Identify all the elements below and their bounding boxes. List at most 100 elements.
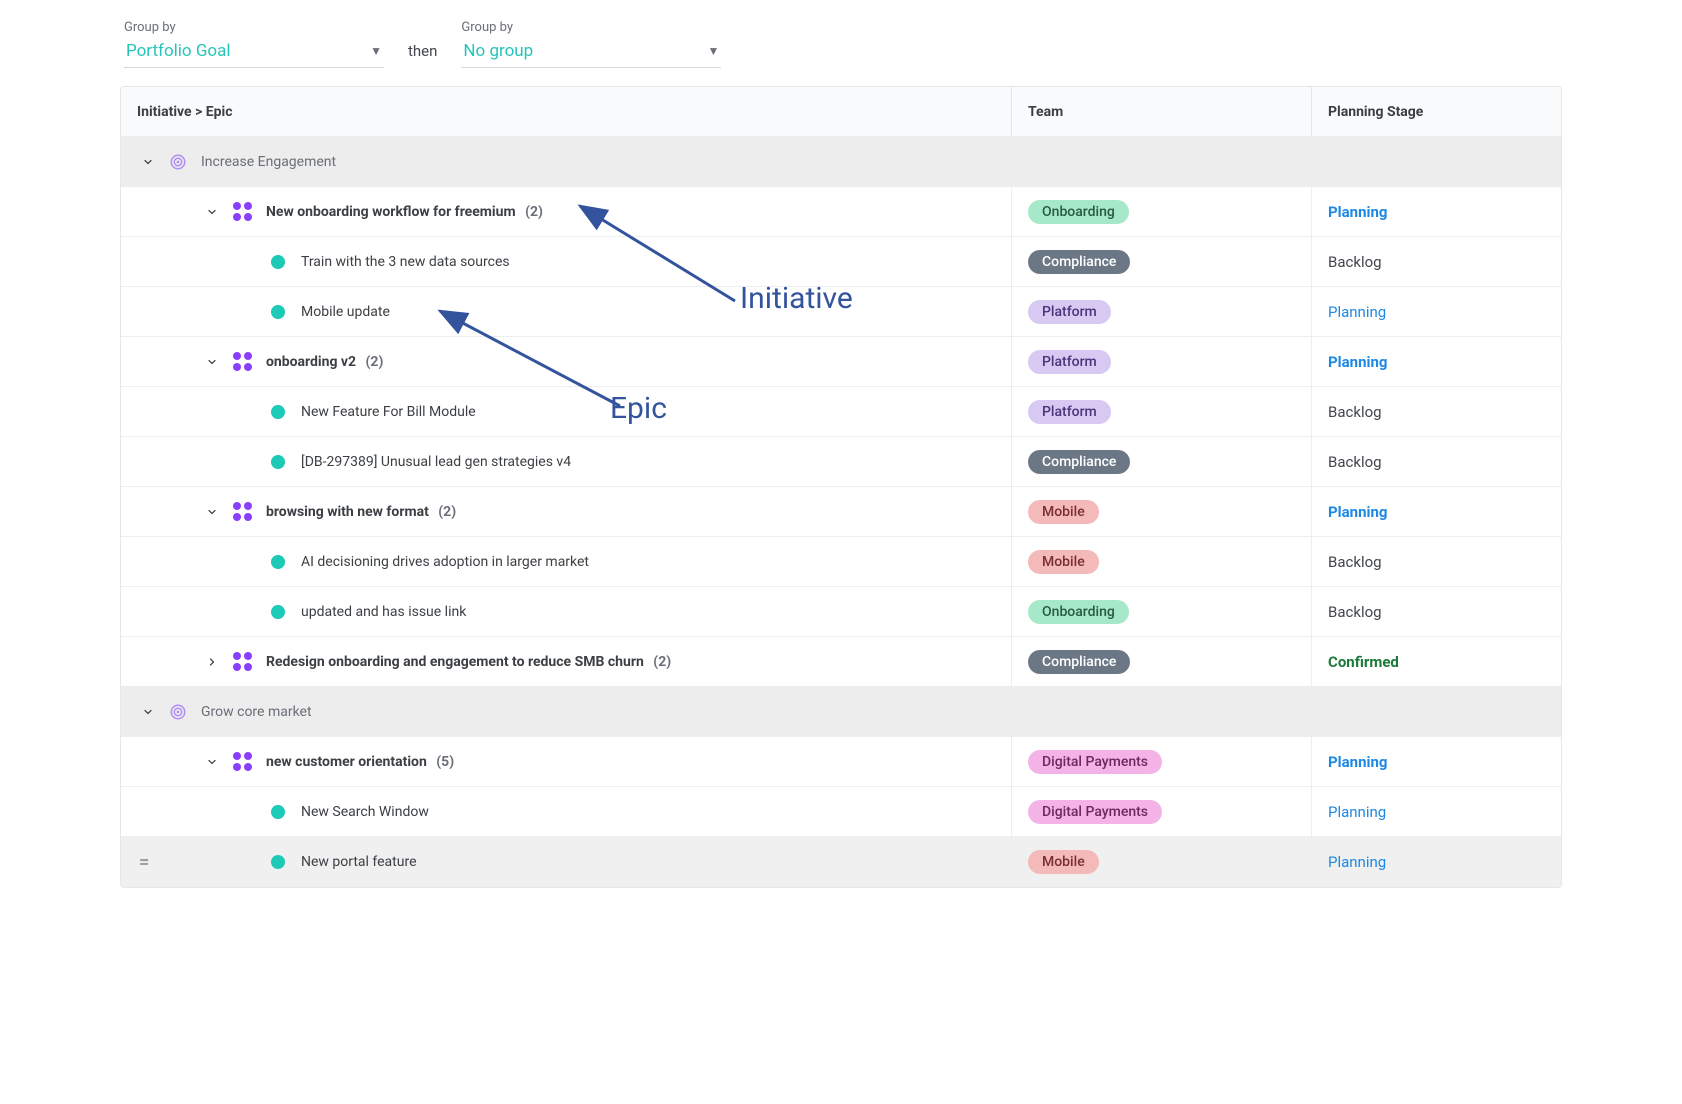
epic-row[interactable]: updated and has issue link Onboarding Ba… — [121, 587, 1561, 637]
initiative-name: browsing with new format (2) — [266, 504, 456, 520]
planning-stage-value[interactable]: Backlog — [1328, 553, 1382, 571]
planning-stage-value[interactable]: Planning — [1328, 503, 1387, 521]
planning-stage-value[interactable]: Confirmed — [1328, 653, 1399, 671]
planning-stage-value[interactable]: Planning — [1328, 303, 1386, 321]
epic-icon — [271, 855, 285, 869]
child-count: (2) — [650, 654, 671, 670]
epic-name: [DB-297389] Unusual lead gen strategies … — [301, 454, 571, 470]
group-row[interactable]: Grow core market — [121, 687, 1561, 737]
groupby-controls: Group by Portfolio Goal ▼ then Group by … — [120, 20, 1562, 68]
epic-name: New portal feature — [301, 854, 417, 870]
planning-stage-value[interactable]: Planning — [1328, 853, 1386, 871]
epic-row[interactable]: New Feature For Bill Module Platform Bac… — [121, 387, 1561, 437]
chevron-down-icon[interactable] — [205, 755, 219, 769]
planning-stage-value[interactable]: Planning — [1328, 203, 1387, 221]
child-count: (5) — [433, 754, 454, 770]
planning-stage-value[interactable]: Backlog — [1328, 453, 1382, 471]
groupby-primary-select[interactable]: Portfolio Goal ▼ — [124, 37, 384, 68]
epic-name: New Feature For Bill Module — [301, 404, 476, 420]
table-header-row: Initiative > Epic Team Planning Stage — [121, 87, 1561, 137]
initiative-icon — [233, 652, 252, 671]
team-pill[interactable]: Mobile — [1028, 850, 1099, 874]
initiative-icon — [233, 352, 252, 371]
drag-handle-icon[interactable]: = — [139, 852, 146, 873]
team-pill[interactable]: Compliance — [1028, 450, 1130, 474]
groupby-then-label: then — [408, 42, 437, 68]
group-row[interactable]: Increase Engagement — [121, 137, 1561, 187]
chevron-down-icon[interactable] — [205, 205, 219, 219]
team-pill[interactable]: Platform — [1028, 400, 1111, 424]
initiative-name: Redesign onboarding and engagement to re… — [266, 654, 671, 670]
planning-stage-value[interactable]: Planning — [1328, 753, 1387, 771]
groupby-primary-label: Group by — [124, 20, 384, 35]
epic-icon — [271, 805, 285, 819]
team-pill[interactable]: Compliance — [1028, 650, 1130, 674]
epic-icon — [271, 605, 285, 619]
column-header-title[interactable]: Initiative > Epic — [121, 87, 1011, 136]
planning-stage-value[interactable]: Backlog — [1328, 403, 1382, 421]
team-pill[interactable]: Digital Payments — [1028, 750, 1162, 774]
column-header-team[interactable]: Team — [1011, 87, 1311, 136]
team-pill[interactable]: Platform — [1028, 300, 1111, 324]
initiatives-table: Initiative > Epic Team Planning Stage In… — [120, 86, 1562, 888]
team-pill[interactable]: Onboarding — [1028, 600, 1129, 624]
team-pill[interactable]: Compliance — [1028, 250, 1130, 274]
initiative-row[interactable]: new customer orientation (5) Digital Pay… — [121, 737, 1561, 787]
group-name: Grow core market — [201, 704, 312, 720]
chevron-down-icon: ▼ — [708, 44, 720, 58]
group-name: Increase Engagement — [201, 154, 336, 170]
initiative-row[interactable]: browsing with new format (2) Mobile Plan… — [121, 487, 1561, 537]
epic-row[interactable]: New Search Window Digital Payments Plann… — [121, 787, 1561, 837]
epic-icon — [271, 405, 285, 419]
target-icon — [169, 703, 187, 721]
initiative-row[interactable]: New onboarding workflow for freemium (2)… — [121, 187, 1561, 237]
epic-name: Mobile update — [301, 304, 390, 320]
team-pill[interactable]: Mobile — [1028, 550, 1099, 574]
planning-stage-value[interactable]: Backlog — [1328, 253, 1382, 271]
initiative-row[interactable]: onboarding v2 (2) Platform Planning — [121, 337, 1561, 387]
epic-row[interactable]: Mobile update Platform Planning — [121, 287, 1561, 337]
planning-stage-value[interactable]: Planning — [1328, 353, 1387, 371]
child-count: (2) — [522, 204, 543, 220]
team-pill[interactable]: Digital Payments — [1028, 800, 1162, 824]
column-header-stage[interactable]: Planning Stage — [1311, 87, 1561, 136]
initiative-icon — [233, 502, 252, 521]
chevron-down-icon: ▼ — [370, 44, 382, 58]
epic-row[interactable]: Train with the 3 new data sources Compli… — [121, 237, 1561, 287]
epic-icon — [271, 255, 285, 269]
epic-icon — [271, 455, 285, 469]
chevron-down-icon[interactable] — [205, 505, 219, 519]
initiative-name: new customer orientation (5) — [266, 754, 454, 770]
epic-name: New Search Window — [301, 804, 429, 820]
initiative-icon — [233, 752, 252, 771]
epic-name: Train with the 3 new data sources — [301, 254, 510, 270]
target-icon — [169, 153, 187, 171]
initiative-icon — [233, 202, 252, 221]
initiative-name: New onboarding workflow for freemium (2) — [266, 204, 543, 220]
epic-name: AI decisioning drives adoption in larger… — [301, 554, 589, 570]
groupby-primary-value: Portfolio Goal — [126, 41, 231, 61]
chevron-down-icon[interactable] — [141, 705, 155, 719]
planning-stage-value[interactable]: Backlog — [1328, 603, 1382, 621]
epic-icon — [271, 555, 285, 569]
epic-row[interactable]: [DB-297389] Unusual lead gen strategies … — [121, 437, 1561, 487]
epic-row[interactable]: = New portal feature Mobile Planning — [121, 837, 1561, 887]
chevron-down-icon[interactable] — [141, 155, 155, 169]
groupby-secondary-value: No group — [463, 41, 533, 61]
groupby-secondary-select[interactable]: No group ▼ — [461, 37, 721, 68]
epic-name: updated and has issue link — [301, 604, 466, 620]
chevron-right-icon[interactable] — [205, 655, 219, 669]
team-pill[interactable]: Onboarding — [1028, 200, 1129, 224]
chevron-down-icon[interactable] — [205, 355, 219, 369]
initiative-row[interactable]: Redesign onboarding and engagement to re… — [121, 637, 1561, 687]
team-pill[interactable]: Mobile — [1028, 500, 1099, 524]
team-pill[interactable]: Platform — [1028, 350, 1111, 374]
epic-icon — [271, 305, 285, 319]
groupby-secondary: Group by No group ▼ — [461, 20, 721, 68]
initiative-name: onboarding v2 (2) — [266, 354, 383, 370]
child-count: (2) — [435, 504, 456, 520]
child-count: (2) — [362, 354, 383, 370]
epic-row[interactable]: AI decisioning drives adoption in larger… — [121, 537, 1561, 587]
groupby-primary: Group by Portfolio Goal ▼ — [124, 20, 384, 68]
planning-stage-value[interactable]: Planning — [1328, 803, 1386, 821]
